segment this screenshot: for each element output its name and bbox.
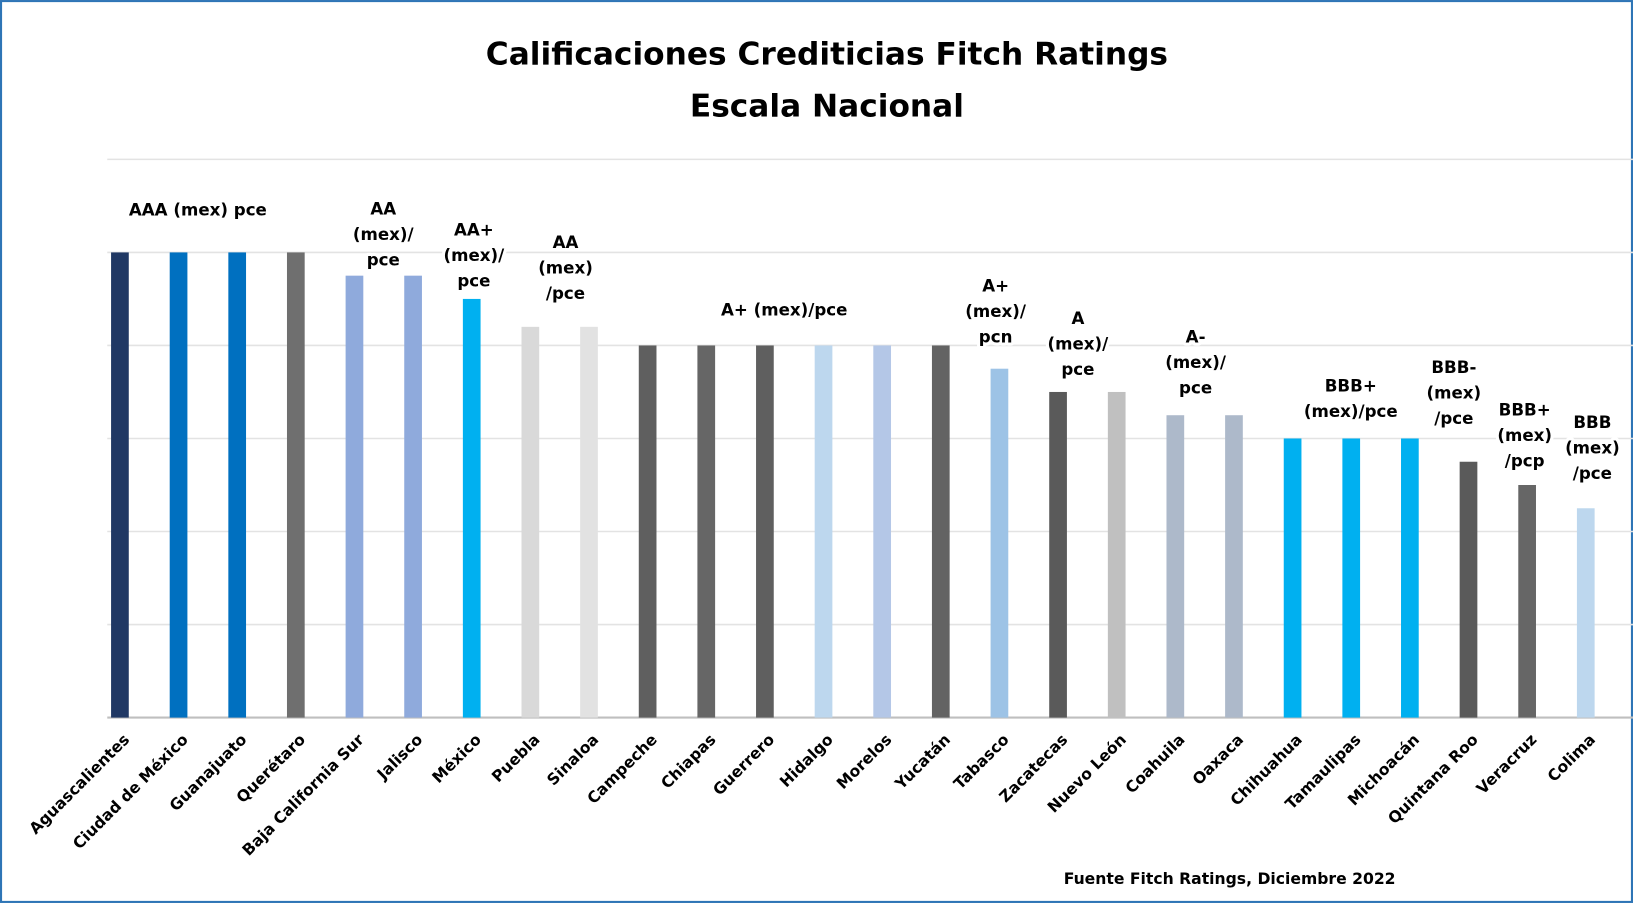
rating-label: /pce <box>546 284 585 303</box>
rating-label: pce <box>1061 360 1094 379</box>
rating-label: /pce <box>1434 409 1473 428</box>
bar <box>1342 438 1361 718</box>
rating-label: pce <box>1179 379 1212 398</box>
bar <box>1459 461 1478 718</box>
rating-label: AAA (mex) pce <box>129 201 267 220</box>
bar <box>1401 438 1419 718</box>
rating-label: BBB+ <box>1499 401 1551 420</box>
rating-label: (mex)/ <box>1165 353 1227 372</box>
rating-label: (mex) <box>1427 383 1482 402</box>
rating-label: (mex)/pce <box>1304 402 1398 421</box>
rating-label: (mex)/ <box>1048 334 1110 353</box>
rating-label: AA <box>553 233 579 252</box>
bar <box>1107 391 1126 718</box>
rating-label: /pcp <box>1505 452 1545 471</box>
rating-label: (mex) <box>1497 426 1552 445</box>
bar <box>697 345 716 718</box>
bar <box>638 345 657 718</box>
bar <box>873 345 892 718</box>
source: Fuente Fitch Ratings, Diciembre 2022 <box>1064 870 1396 888</box>
bar <box>228 252 247 718</box>
rating-label: (mex)/ <box>353 225 415 244</box>
chart-subtitle: Escala Nacional <box>690 89 964 125</box>
bar <box>1049 391 1067 718</box>
bar <box>990 368 1009 718</box>
rating-label: A- <box>1186 328 1206 347</box>
rating-label: BBB- <box>1431 358 1476 377</box>
rating-label: (mex)/ <box>965 302 1027 321</box>
bar <box>580 326 598 718</box>
rating-label: AA <box>370 200 396 219</box>
bar <box>1576 508 1595 718</box>
rating-label: A <box>1071 309 1084 328</box>
rating-label: (mex)/ <box>444 246 506 265</box>
bar <box>286 252 305 718</box>
bar <box>1166 415 1185 718</box>
bar <box>169 252 188 718</box>
rating-label: pcn <box>979 328 1013 347</box>
rating-label: BBB <box>1573 413 1611 432</box>
bar <box>1225 415 1243 718</box>
bar <box>404 275 422 718</box>
rating-label: pce <box>457 271 490 290</box>
bar <box>756 345 774 718</box>
bar <box>521 326 540 718</box>
bar <box>931 345 950 718</box>
bar <box>1283 438 1302 718</box>
rating-label: (mex) <box>1565 439 1620 458</box>
bar <box>814 345 833 718</box>
bar <box>1518 485 1536 718</box>
chart-title: Calificaciones Crediticias Fitch Ratings <box>486 37 1168 73</box>
rating-label: (mex) <box>538 258 593 277</box>
bar <box>345 275 364 718</box>
rating-label: A+ (mex)/pce <box>721 301 847 320</box>
rating-label: BBB+ <box>1325 377 1377 396</box>
rating-label: pce <box>367 251 400 270</box>
bar <box>111 252 129 718</box>
rating-label: AA+ <box>454 220 494 239</box>
rating-label: A+ <box>982 277 1009 296</box>
bar <box>462 298 481 718</box>
rating-label: /pce <box>1573 464 1612 483</box>
